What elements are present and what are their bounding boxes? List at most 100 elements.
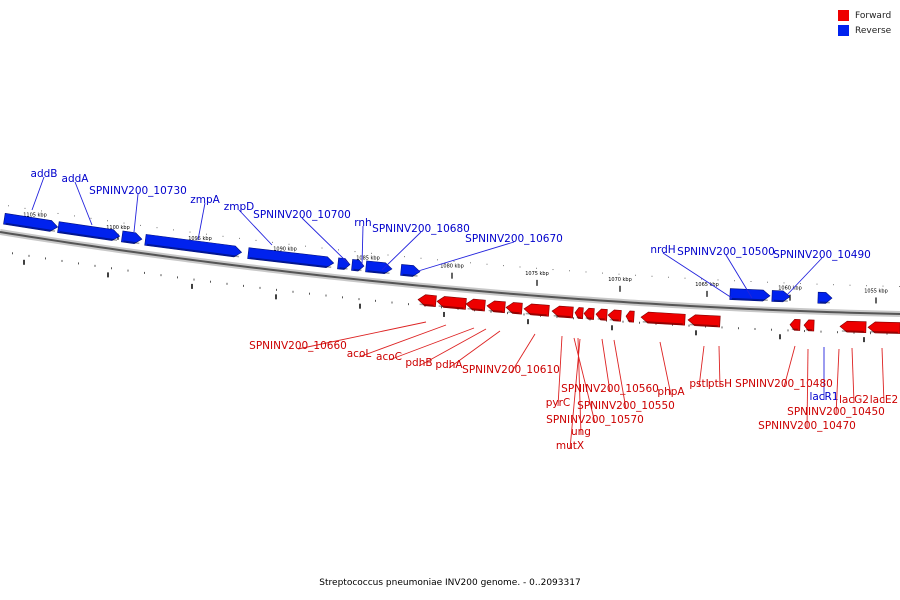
reverse-gene-arrow[interactable] xyxy=(120,230,143,245)
minor-dot-upper xyxy=(288,243,290,245)
minor-dot-upper xyxy=(255,239,257,241)
gene-label[interactable]: SPNINV200_10480 xyxy=(735,378,833,390)
reverse-gene-arrow[interactable] xyxy=(247,247,335,269)
gene-label[interactable]: SPNINV200_10550 xyxy=(577,400,675,412)
minor-dot-lower xyxy=(61,259,63,262)
gene-leader-line xyxy=(573,337,596,424)
gene-label[interactable]: SPNINV200_10680 xyxy=(372,223,470,235)
minor-dot-upper xyxy=(651,275,653,277)
gene-label[interactable]: SPNINV200_10560 xyxy=(561,383,659,395)
forward-gene-arrow[interactable] xyxy=(607,309,622,322)
minor-dot-lower xyxy=(12,252,13,255)
minor-dot-lower xyxy=(358,298,360,301)
gene-label[interactable]: pstI xyxy=(689,378,708,390)
gene-label[interactable]: lacE2 xyxy=(870,394,898,406)
forward-gene-arrow[interactable] xyxy=(803,319,815,332)
forward-gene-arrow[interactable] xyxy=(551,305,574,319)
gene-label[interactable]: addB xyxy=(31,168,58,180)
forward-gene-arrow[interactable] xyxy=(625,310,635,323)
gene-label[interactable]: SPNINV200_10470 xyxy=(758,420,856,432)
gene-leader-line xyxy=(557,335,563,407)
gene-label[interactable]: pyrC xyxy=(546,397,571,409)
minor-dot-lower xyxy=(391,301,393,304)
gene-label[interactable]: zmpA xyxy=(190,194,220,206)
forward-gene-arrow[interactable] xyxy=(505,302,523,315)
minor-dot-lower xyxy=(243,284,244,287)
gene-label[interactable]: phpA xyxy=(657,386,685,398)
gene-leader-line xyxy=(31,176,45,211)
forward-gene-arrow[interactable] xyxy=(839,320,867,334)
gene-leader-line xyxy=(418,328,487,367)
gene-label[interactable]: zmpD xyxy=(224,201,255,213)
forward-gene-arrow[interactable] xyxy=(867,321,900,334)
gene-label[interactable]: SPNINV200_10670 xyxy=(465,233,563,245)
gene-leader-line xyxy=(448,330,501,369)
gene-label[interactable]: addA xyxy=(62,173,90,185)
minor-dot-lower xyxy=(28,254,30,257)
gene-label[interactable]: SPNINV200_10610 xyxy=(462,364,560,376)
gene-label[interactable]: ptsH xyxy=(708,378,732,390)
gene-label[interactable]: SPNINV200_10700 xyxy=(253,209,351,221)
forward-gene-arrow[interactable] xyxy=(595,308,608,321)
forward-gene-arrow[interactable] xyxy=(486,300,506,314)
reverse-gene-arrow[interactable] xyxy=(400,264,421,277)
minor-dot-lower xyxy=(342,296,343,299)
minor-dot-upper xyxy=(849,284,851,286)
reverse-gene-arrow[interactable] xyxy=(57,221,121,242)
forward-gene-arrow[interactable] xyxy=(523,303,550,317)
gene-leader-line xyxy=(662,252,733,299)
reverse-swatch xyxy=(838,25,849,36)
minor-dot-upper xyxy=(24,207,26,209)
minor-dot-lower xyxy=(259,286,261,289)
gene-label[interactable]: SPNINV200_10570 xyxy=(546,414,644,426)
minor-dot-upper xyxy=(8,205,9,207)
minor-dot-lower xyxy=(408,303,409,306)
gene-leader-line xyxy=(698,345,705,388)
gene-label[interactable]: pdhA xyxy=(435,359,463,371)
scale-tick-label: 1095 kbp xyxy=(188,236,212,242)
gene-label[interactable]: mutX xyxy=(556,440,584,452)
forward-gene-arrow[interactable] xyxy=(687,314,721,328)
reverse-gene-arrow[interactable] xyxy=(365,260,393,275)
reverse-gene-arrow[interactable] xyxy=(337,257,351,270)
forward-gene-arrow[interactable] xyxy=(436,296,467,310)
forward-gene-arrow[interactable] xyxy=(789,319,801,331)
minor-dot-upper xyxy=(305,245,306,247)
gene-leader-line xyxy=(301,217,349,264)
gene-label[interactable]: SPNINV200_10730 xyxy=(89,185,187,197)
scale-tick-label: 1090 kbp xyxy=(273,246,297,252)
gene-leader-line xyxy=(414,241,515,273)
gene-label[interactable]: acoL xyxy=(347,348,372,360)
gene-label[interactable]: SPNINV200_10490 xyxy=(773,249,871,261)
gene-label[interactable]: pdhB xyxy=(405,357,432,369)
gene-label[interactable]: SPNINV200_10500 xyxy=(677,246,775,258)
reverse-gene-arrow[interactable] xyxy=(771,290,791,303)
minor-dot-lower xyxy=(127,269,129,272)
backbone-line xyxy=(0,231,900,316)
reverse-gene-arrow[interactable] xyxy=(817,291,833,304)
gene-label[interactable]: ung xyxy=(571,426,591,438)
minor-dot-lower xyxy=(490,310,492,313)
gene-label[interactable]: acoC xyxy=(376,351,402,363)
forward-gene-arrow[interactable] xyxy=(465,298,486,312)
forward-gene-arrow[interactable] xyxy=(417,294,437,308)
forward-gene-arrow[interactable] xyxy=(640,311,686,326)
minor-dot-upper xyxy=(239,237,240,239)
gene-leader-line xyxy=(381,231,422,271)
forward-gene-arrow[interactable] xyxy=(574,307,584,320)
gene-leader-line xyxy=(835,348,840,416)
reverse-gene-arrow[interactable] xyxy=(3,212,59,232)
gene-label[interactable]: SPNINV200_10450 xyxy=(787,406,885,418)
minor-dot-upper xyxy=(404,256,405,258)
minor-dot-lower xyxy=(886,332,888,335)
gene-label[interactable]: SPNINV200_10660 xyxy=(249,340,347,352)
minor-dot-upper xyxy=(833,284,834,286)
gene-label[interactable]: lacG2 xyxy=(839,394,869,406)
gene-label[interactable]: lacR1 xyxy=(809,391,838,403)
gene-label[interactable]: nrdH xyxy=(650,244,675,256)
reverse-gene-arrow[interactable] xyxy=(144,234,243,258)
reverse-gene-arrow[interactable] xyxy=(351,259,365,272)
gene-leader-line xyxy=(388,327,475,361)
forward-gene-arrow[interactable] xyxy=(583,307,595,320)
gene-label[interactable]: rnh xyxy=(354,217,371,229)
